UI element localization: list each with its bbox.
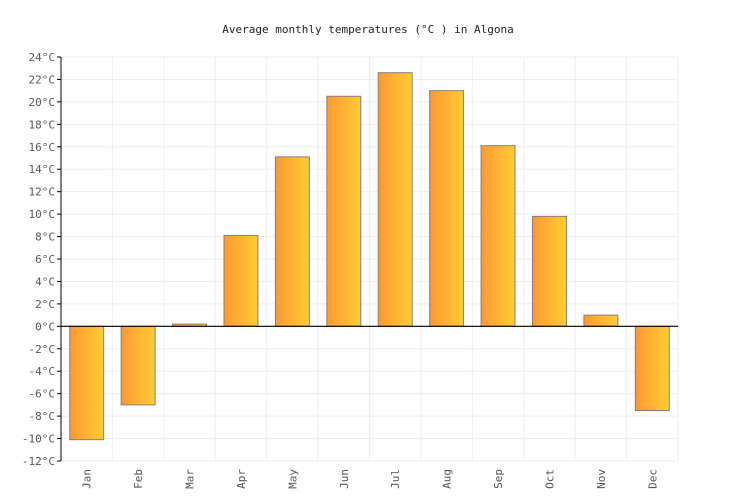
x-tick-label: Oct xyxy=(543,469,556,489)
x-tick-label: May xyxy=(286,469,299,489)
y-tick-label: -12°C xyxy=(22,455,55,468)
y-tick-label: -4°C xyxy=(29,365,56,378)
y-tick-label: 0°C xyxy=(35,320,55,333)
bar-apr xyxy=(223,234,259,327)
bar-dec xyxy=(634,325,670,412)
y-tick-label: 8°C xyxy=(35,231,55,244)
y-tick-label: 18°C xyxy=(29,118,56,131)
x-tick-label: Nov xyxy=(595,469,608,489)
y-tick-label: 22°C xyxy=(29,73,56,86)
chart-title: Average monthly temperatures (°C ) in Al… xyxy=(222,23,513,36)
y-tick-label: 2°C xyxy=(35,298,55,311)
x-tick-label: Aug xyxy=(441,469,454,489)
y-tick-label: 12°C xyxy=(29,186,56,199)
x-tick-label: Jul xyxy=(389,469,402,489)
x-tick-label: Mar xyxy=(184,469,197,489)
y-tick-label: 16°C xyxy=(29,141,56,154)
y-tick-label: 10°C xyxy=(29,208,56,221)
bar-sep xyxy=(480,145,516,327)
y-tick-label: 20°C xyxy=(29,96,56,109)
x-tick-label: Apr xyxy=(235,469,248,489)
x-tick-label: Jun xyxy=(338,469,351,489)
bars xyxy=(69,72,670,441)
bar-nov xyxy=(583,314,619,327)
y-tick-label: 24°C xyxy=(29,51,56,64)
bar-jul xyxy=(377,72,413,327)
bar-may xyxy=(274,156,310,327)
y-axis: 24°C 22°C 20°C 18°C 16°C 14°C 12°C 10°C 8°C 6°C 4°… xyxy=(22,51,62,468)
bar-feb xyxy=(120,325,156,406)
y-tick-label: 6°C xyxy=(35,253,55,266)
x-tick-label: Feb xyxy=(132,469,145,489)
bar-jan xyxy=(69,325,105,441)
y-tick-label: -10°C xyxy=(22,433,55,446)
bar-aug xyxy=(429,90,465,327)
x-tick-label: Sep xyxy=(492,469,505,489)
x-tick-label: Dec xyxy=(646,469,659,489)
y-tick-label: -8°C xyxy=(29,410,56,423)
y-tick-label: -2°C xyxy=(29,343,56,356)
x-axis: Jan Feb Mar Apr May Jun Jul Aug Sep Oct Nov Dec xyxy=(61,325,678,489)
y-tick-label: 4°C xyxy=(35,275,55,288)
bar-jun xyxy=(326,95,362,327)
y-tick-label: 14°C xyxy=(29,163,56,176)
bar-oct xyxy=(531,215,567,327)
y-tick-label: -6°C xyxy=(29,388,56,401)
x-tick-label: Jan xyxy=(81,469,94,489)
